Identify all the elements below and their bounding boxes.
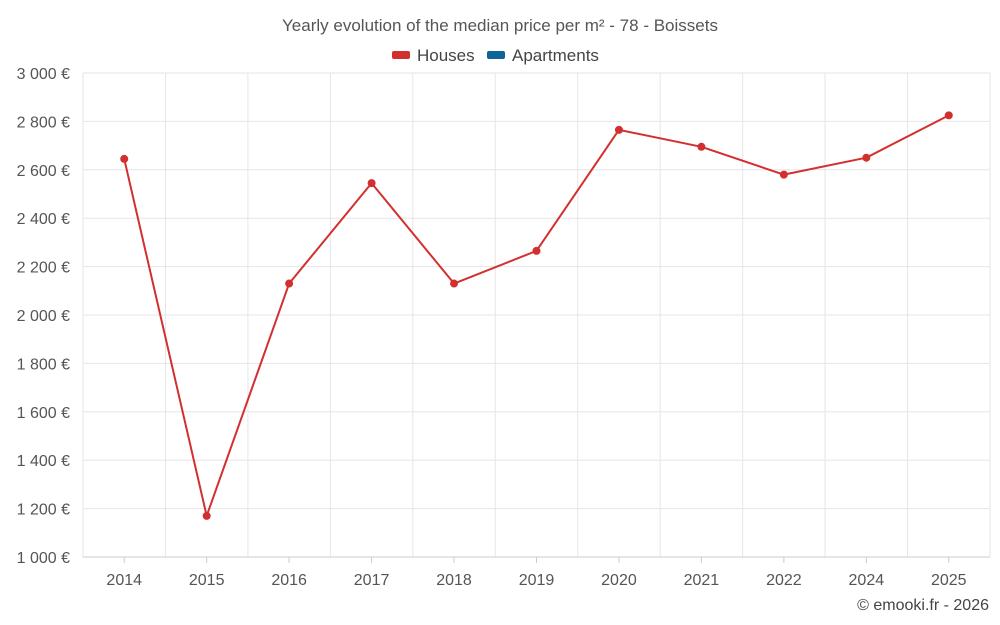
y-tick-label: 3 000 € bbox=[17, 66, 70, 83]
x-tick-label: 2016 bbox=[271, 572, 307, 589]
legend: Houses Apartments bbox=[392, 46, 599, 65]
series-houses bbox=[120, 111, 953, 520]
legend-item-houses[interactable]: Houses bbox=[392, 46, 475, 65]
legend-swatch-houses bbox=[392, 51, 410, 59]
y-tick-label: 2 400 € bbox=[17, 211, 70, 228]
data-point-houses-2020[interactable] bbox=[614, 125, 623, 134]
data-point-houses-2016[interactable] bbox=[285, 279, 294, 288]
legend-label-apartments: Apartments bbox=[512, 46, 599, 65]
data-point-houses-2019[interactable] bbox=[532, 246, 541, 255]
chart-title: Yearly evolution of the median price per… bbox=[282, 16, 718, 35]
grid bbox=[82, 72, 991, 558]
data-point-houses-2017[interactable] bbox=[367, 179, 376, 188]
legend-swatch-apartments bbox=[487, 51, 505, 59]
x-tick-label: 2025 bbox=[931, 572, 967, 589]
x-tick-label: 2014 bbox=[106, 572, 142, 589]
credit-text: © emooki.fr - 2026 bbox=[857, 597, 989, 614]
data-point-houses-2024[interactable] bbox=[862, 153, 871, 162]
y-tick-label: 1 600 € bbox=[17, 405, 70, 422]
y-tick-label: 1 400 € bbox=[17, 453, 70, 470]
x-tick-label: 2024 bbox=[849, 572, 885, 589]
data-point-houses-2025[interactable] bbox=[944, 111, 953, 120]
x-tick-label: 2021 bbox=[684, 572, 720, 589]
data-point-houses-2014[interactable] bbox=[120, 154, 129, 163]
x-tick-label: 2015 bbox=[189, 572, 225, 589]
y-axis: 1 000 € 1 200 € 1 400 € 1 600 € 1 800 € 2 000… bbox=[17, 66, 70, 567]
y-tick-label: 2 600 € bbox=[17, 163, 70, 180]
x-tick-label: 2020 bbox=[601, 572, 637, 589]
y-tick-label: 1 200 € bbox=[17, 502, 70, 519]
legend-item-apartments[interactable]: Apartments bbox=[487, 46, 599, 65]
y-tick-label: 2 800 € bbox=[17, 114, 70, 131]
data-point-houses-2018[interactable] bbox=[450, 279, 459, 288]
legend-label-houses: Houses bbox=[417, 46, 475, 65]
y-tick-label: 1 000 € bbox=[17, 550, 70, 567]
data-point-houses-2021[interactable] bbox=[697, 142, 706, 151]
data-point-houses-2022[interactable] bbox=[779, 170, 788, 179]
y-tick-label: 2 200 € bbox=[17, 260, 70, 277]
x-tick-label: 2017 bbox=[354, 572, 390, 589]
x-tick-label: 2019 bbox=[519, 572, 555, 589]
y-tick-label: 2 000 € bbox=[17, 308, 70, 325]
x-tick-label: 2022 bbox=[766, 572, 802, 589]
y-tick-label: 1 800 € bbox=[17, 356, 70, 373]
x-axis: 2014 2015 2016 2017 2018 2019 2020 2021 2022 2024… bbox=[83, 556, 990, 589]
x-tick-label: 2018 bbox=[436, 572, 472, 589]
data-point-houses-2015[interactable] bbox=[202, 511, 211, 520]
